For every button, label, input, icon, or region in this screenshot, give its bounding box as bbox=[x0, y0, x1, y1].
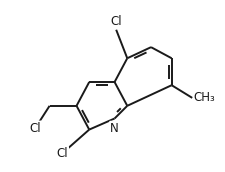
Text: Cl: Cl bbox=[110, 15, 122, 28]
Text: Cl: Cl bbox=[56, 147, 68, 160]
Text: Cl: Cl bbox=[29, 121, 41, 135]
Text: CH₃: CH₃ bbox=[193, 91, 215, 104]
Text: N: N bbox=[110, 122, 118, 135]
